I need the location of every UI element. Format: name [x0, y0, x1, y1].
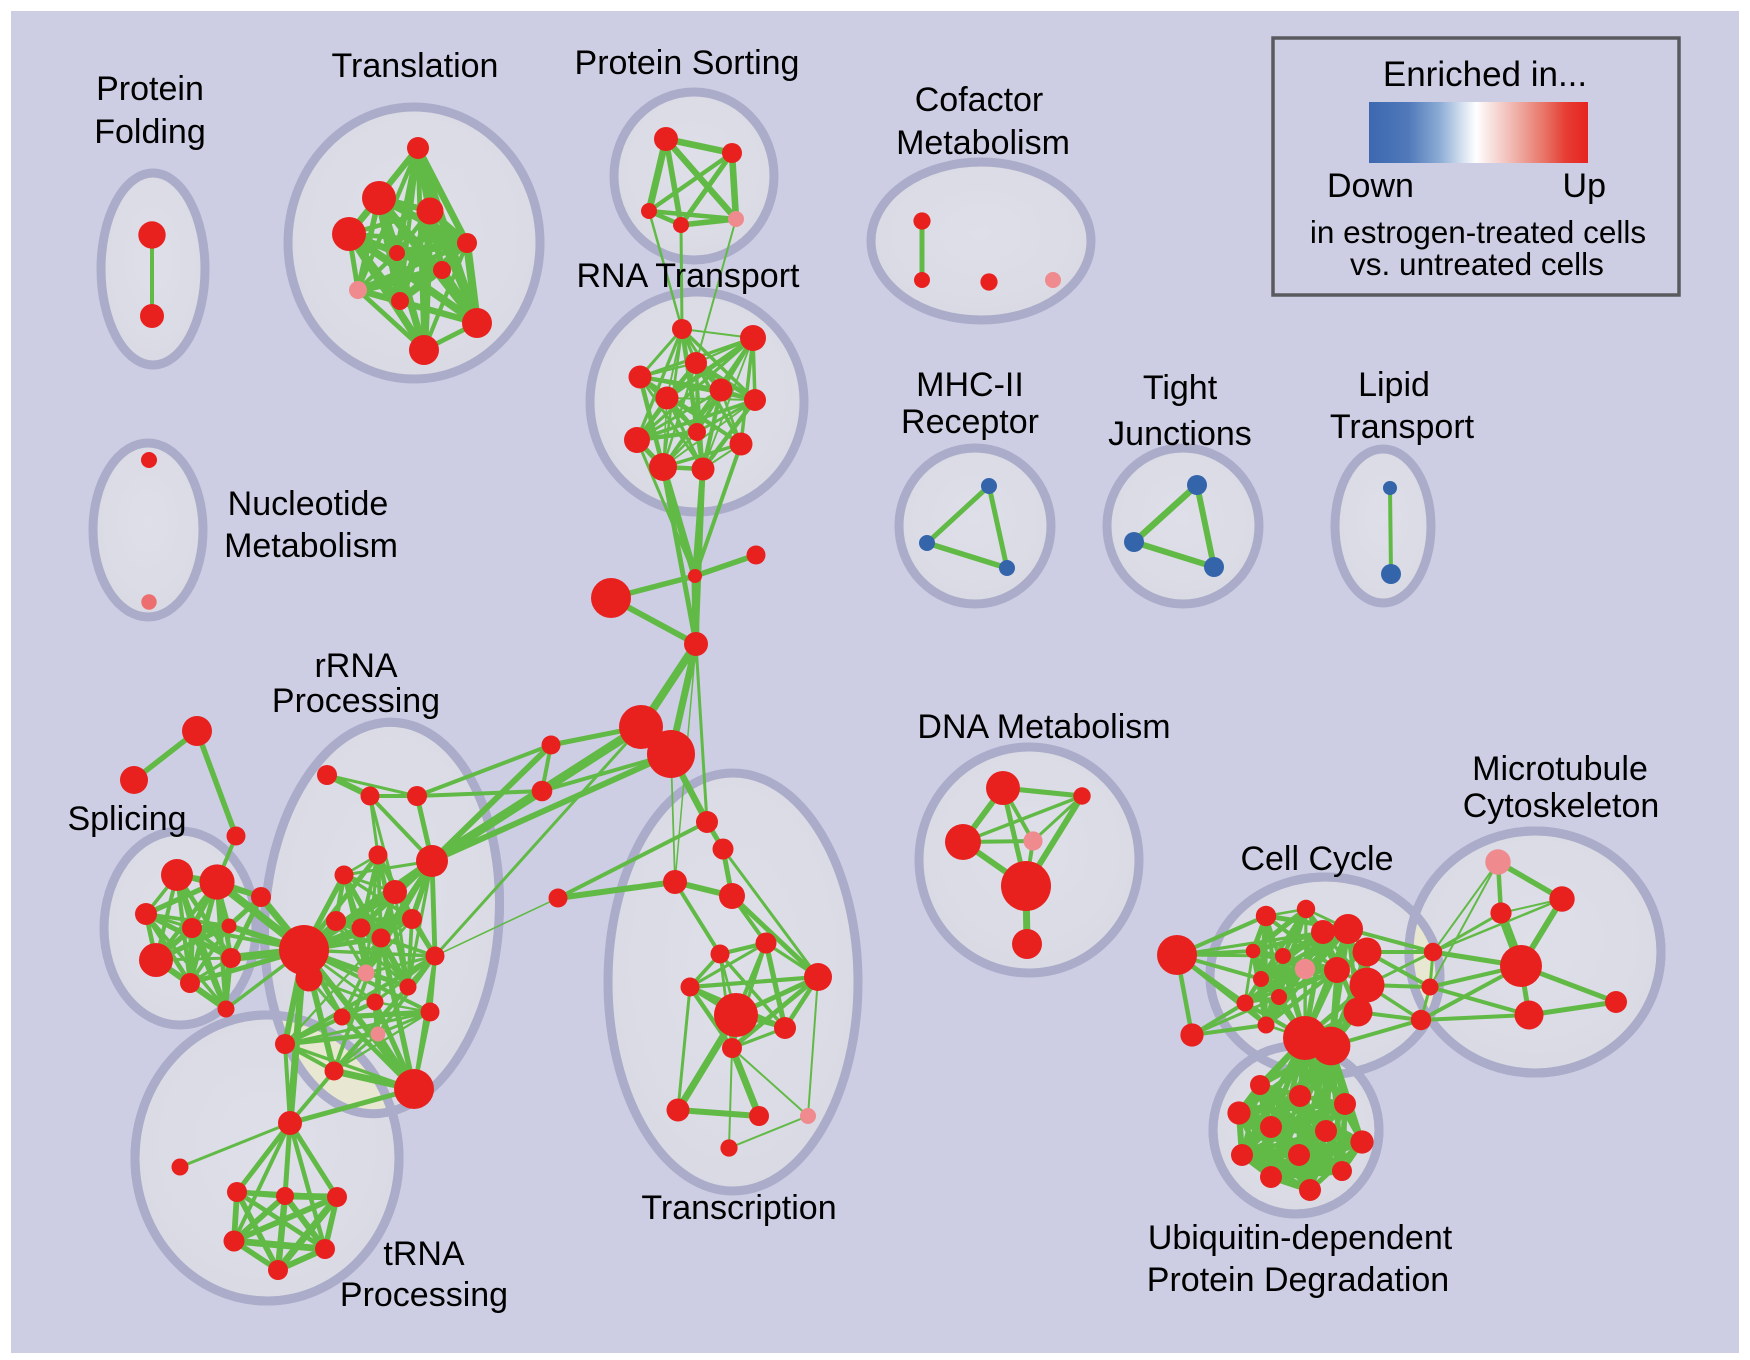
svg-text:Microtubule: Microtubule [1472, 750, 1648, 788]
svg-text:Protein Sorting: Protein Sorting [575, 44, 800, 82]
svg-text:Metabolism: Metabolism [224, 527, 398, 565]
svg-text:Cell Cycle: Cell Cycle [1240, 840, 1393, 878]
svg-text:MHC-II: MHC-II [916, 366, 1024, 404]
svg-text:RNA Transport: RNA Transport [577, 257, 801, 295]
svg-text:Nucleotide: Nucleotide [228, 485, 389, 523]
svg-text:Protein Degradation: Protein Degradation [1147, 1261, 1449, 1299]
svg-text:Transport: Transport [1330, 408, 1475, 446]
svg-text:Processing: Processing [272, 682, 440, 720]
svg-text:Enriched in...: Enriched in... [1383, 55, 1587, 94]
svg-text:vs. untreated cells: vs. untreated cells [1350, 246, 1604, 282]
svg-text:Junctions: Junctions [1108, 415, 1252, 453]
svg-text:Metabolism: Metabolism [896, 124, 1070, 162]
svg-text:Cofactor: Cofactor [915, 81, 1044, 119]
svg-text:Cytoskeleton: Cytoskeleton [1463, 787, 1660, 825]
svg-text:Receptor: Receptor [901, 403, 1039, 441]
svg-text:Lipid: Lipid [1358, 366, 1430, 404]
svg-text:in estrogen-treated cells: in estrogen-treated cells [1310, 214, 1646, 250]
svg-text:Tight: Tight [1143, 369, 1218, 407]
svg-text:Down: Down [1327, 167, 1414, 205]
svg-text:rRNA: rRNA [314, 647, 397, 685]
svg-text:Transcription: Transcription [641, 1189, 836, 1227]
svg-text:Splicing: Splicing [67, 800, 186, 838]
svg-text:tRNA: tRNA [383, 1235, 465, 1273]
svg-text:Translation: Translation [332, 47, 499, 85]
svg-text:Folding: Folding [94, 113, 206, 151]
svg-text:DNA Metabolism: DNA Metabolism [917, 708, 1170, 746]
svg-text:Up: Up [1563, 167, 1606, 205]
svg-text:Protein: Protein [96, 70, 204, 108]
svg-text:Ubiquitin-dependent: Ubiquitin-dependent [1148, 1219, 1453, 1257]
svg-text:Processing: Processing [340, 1276, 508, 1314]
